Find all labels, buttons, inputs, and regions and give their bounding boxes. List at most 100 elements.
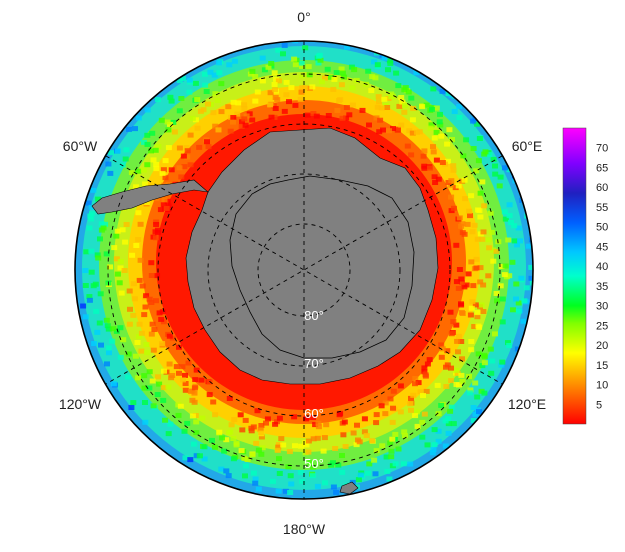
data-cell bbox=[488, 229, 495, 235]
map-boundary bbox=[74, 40, 534, 500]
data-cell bbox=[88, 216, 94, 222]
data-cell bbox=[117, 325, 124, 331]
data-cell bbox=[321, 435, 328, 441]
data-cell bbox=[82, 268, 89, 273]
data-cell bbox=[502, 263, 509, 269]
colorbar-tick-label: 45 bbox=[596, 241, 608, 253]
data-cell bbox=[393, 70, 400, 76]
data-cell bbox=[498, 362, 505, 368]
data-cell bbox=[468, 339, 475, 344]
data-cell bbox=[477, 279, 484, 285]
data-cell bbox=[191, 399, 198, 405]
data-cell bbox=[144, 107, 151, 113]
data-cell bbox=[365, 470, 371, 476]
data-cell bbox=[216, 429, 223, 435]
data-cell bbox=[133, 243, 140, 248]
data-cell bbox=[276, 456, 282, 462]
data-cell bbox=[303, 416, 309, 422]
lon-label-top: 0° bbox=[297, 9, 310, 25]
data-cell bbox=[322, 75, 328, 81]
data-cell bbox=[475, 158, 482, 164]
data-cell bbox=[176, 108, 183, 114]
data-cell bbox=[238, 448, 245, 454]
colorbar-tick-label: 10 bbox=[596, 380, 608, 392]
data-cell bbox=[453, 367, 460, 373]
lat-label-70: 70° bbox=[304, 356, 324, 371]
data-cell bbox=[202, 71, 208, 77]
colorbar-tick-label: 5 bbox=[596, 399, 602, 411]
data-cell bbox=[88, 204, 95, 210]
colorbar-tick-label: 40 bbox=[596, 261, 608, 273]
data-cell bbox=[448, 331, 455, 337]
data-cell bbox=[306, 72, 313, 78]
data-cell bbox=[153, 222, 160, 227]
data-cell bbox=[198, 377, 205, 383]
data-cell bbox=[455, 285, 462, 291]
data-cell bbox=[387, 60, 394, 66]
data-cell bbox=[144, 350, 151, 356]
data-cell bbox=[511, 223, 518, 229]
data-cell bbox=[509, 259, 516, 265]
data-cell bbox=[215, 127, 222, 133]
data-cell bbox=[82, 314, 89, 320]
data-cell bbox=[97, 236, 103, 242]
data-cell bbox=[160, 385, 167, 391]
data-cell bbox=[433, 157, 440, 163]
data-cell bbox=[158, 117, 165, 123]
data-cell bbox=[361, 429, 368, 435]
data-cell bbox=[135, 115, 142, 121]
data-cell bbox=[481, 151, 488, 157]
data-cell bbox=[292, 62, 299, 68]
data-cell bbox=[104, 361, 110, 367]
data-cell bbox=[241, 455, 248, 461]
data-cell bbox=[417, 389, 424, 395]
data-cell bbox=[320, 448, 327, 454]
data-cell bbox=[162, 417, 169, 423]
data-cell bbox=[397, 409, 404, 415]
data-cell bbox=[234, 111, 241, 117]
data-cell bbox=[521, 298, 528, 304]
data-cell bbox=[286, 99, 292, 105]
data-cell bbox=[523, 285, 530, 291]
colorbar: 5 10 15 20 25 30 35 40 45 50 55 60 65 70 bbox=[562, 127, 608, 425]
data-cell bbox=[423, 388, 430, 394]
data-cell bbox=[438, 342, 445, 348]
data-cell bbox=[137, 221, 144, 227]
data-cell bbox=[226, 62, 233, 68]
data-cell bbox=[468, 193, 475, 199]
data-cell bbox=[335, 462, 342, 468]
data-cell bbox=[339, 469, 346, 475]
data-cell bbox=[264, 416, 271, 422]
data-cell bbox=[151, 327, 158, 332]
data-cell bbox=[135, 210, 142, 216]
data-cell bbox=[90, 283, 97, 289]
data-cell bbox=[468, 305, 475, 311]
data-cell bbox=[193, 419, 200, 425]
data-cell bbox=[513, 296, 519, 302]
data-cell bbox=[466, 390, 473, 396]
data-cell bbox=[136, 333, 143, 339]
data-cell bbox=[428, 122, 435, 128]
data-cell bbox=[160, 167, 167, 173]
data-cell bbox=[323, 422, 330, 428]
data-cell bbox=[259, 55, 266, 61]
data-cell bbox=[159, 309, 166, 315]
data-cell bbox=[125, 374, 132, 380]
data-cell bbox=[488, 370, 495, 376]
data-cell bbox=[304, 112, 311, 118]
data-cell bbox=[445, 421, 452, 427]
data-cell bbox=[499, 296, 506, 302]
data-cell bbox=[144, 132, 151, 138]
data-cell bbox=[353, 442, 360, 448]
data-cell bbox=[212, 123, 219, 129]
data-cell bbox=[100, 225, 107, 231]
data-cell bbox=[176, 370, 182, 376]
data-cell bbox=[105, 161, 112, 167]
data-cell bbox=[176, 78, 183, 84]
data-cell bbox=[179, 364, 186, 370]
data-cell bbox=[444, 348, 451, 354]
data-cell bbox=[445, 91, 452, 97]
data-cell bbox=[186, 89, 193, 95]
data-cell bbox=[230, 119, 236, 125]
data-cell bbox=[125, 351, 132, 357]
